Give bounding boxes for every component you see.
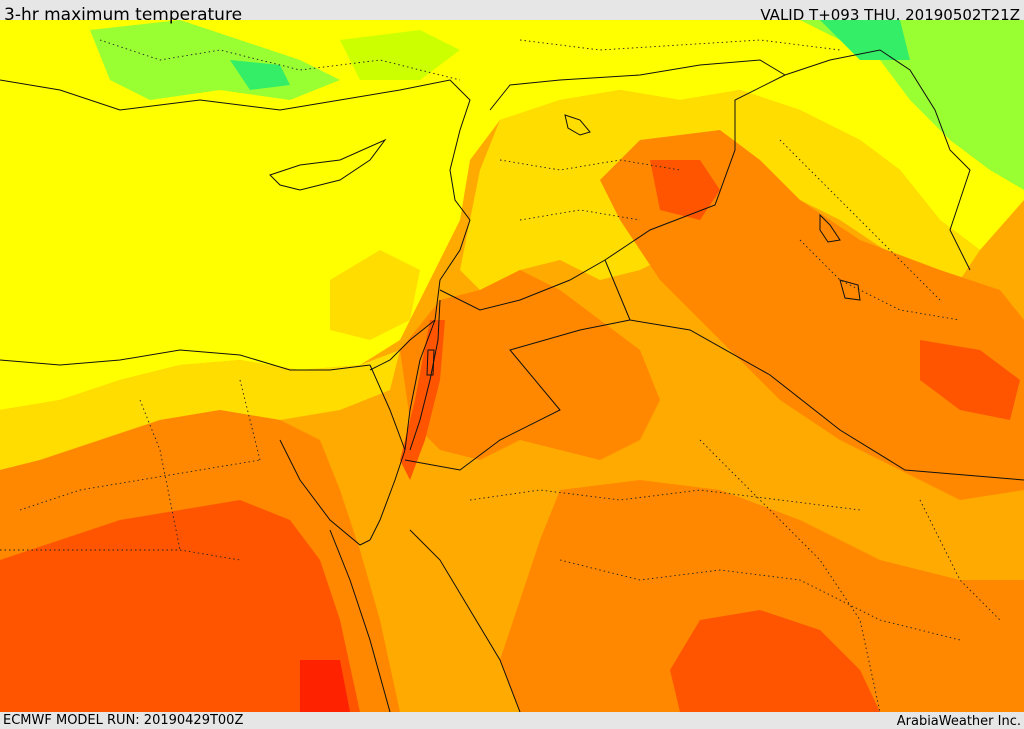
coastline-cyprus [269, 138, 387, 191]
admin-boundary-saudi [469, 489, 861, 511]
coastline-egypt [0, 349, 371, 371]
admin-boundary-egypt-3 [239, 379, 261, 461]
model-run-label: ECMWF MODEL RUN: 20190429T00Z [3, 713, 244, 728]
temperature-zone-dark-orange-east [600, 130, 1024, 500]
coastline-red-sea-east [409, 529, 521, 712]
border-jordan-saudi [404, 319, 631, 471]
border-jordan-river [409, 299, 441, 451]
admin-boundary-saudi-2 [559, 559, 961, 641]
admin-boundary-iraq-2 [799, 239, 961, 321]
lake-assad [564, 114, 591, 136]
border-jordan-iraq [604, 259, 631, 321]
border-syria-turkey [489, 59, 786, 111]
lake-habbaniyah [839, 279, 861, 301]
border-saudi-iraq [629, 319, 1024, 481]
lake-tharthar [819, 213, 841, 243]
border-sinai [369, 364, 406, 451]
footer-bar [0, 712, 1024, 729]
border-syria-jordan [439, 259, 606, 311]
temperature-zone-red-orange-syria [650, 160, 720, 220]
credit-label: ArabiaWeather Inc. [896, 714, 1021, 729]
admin-boundary-saudi-4 [919, 499, 1001, 621]
admin-boundaries [0, 39, 1001, 712]
admin-boundary-iraq [779, 139, 941, 301]
boundaries [0, 49, 1024, 712]
temperature-zone-green-caucasus [800, 20, 1024, 190]
water-features [426, 114, 861, 376]
header-bar [0, 0, 1024, 20]
coastline-gulf-suez [279, 439, 371, 546]
temperature-zone-red-orange-iraq [920, 340, 1020, 420]
map-canvas [0, 20, 1024, 712]
border-iraq-iran [784, 49, 971, 271]
temperature-zone-green-caucasus-cool [820, 20, 910, 60]
coastline-turkey [0, 79, 471, 221]
temperature-zone-red-orange-egypt [0, 500, 360, 712]
temperature-zone-yellow [0, 20, 1024, 410]
temperature-zone-dark-orange-arabia [500, 480, 1024, 712]
temperature-zone-green-turkey-east [230, 60, 290, 90]
admin-boundary-syria [499, 159, 681, 171]
border-israel-west [404, 319, 436, 451]
coastline-gulf-aqaba [369, 449, 406, 541]
temperature-zone-green-north-central [340, 30, 460, 80]
border-syria-iraq [604, 74, 786, 261]
map-title: 3-hr maximum temperature [4, 5, 243, 25]
coastline-red-sea [329, 529, 391, 712]
admin-boundary-saudi-3 [699, 439, 881, 712]
temperature-zone-red-orange-arabia [670, 610, 880, 712]
temperature-zone-red-south [300, 660, 350, 712]
temperature-zone-gold-west [330, 250, 420, 340]
valid-time-label: VALID T+093 THU. 20190502T21Z [760, 6, 1020, 24]
temperature-zone-dark-orange-levant [400, 270, 660, 460]
temperature-map [0, 20, 1024, 712]
dead-sea [426, 349, 435, 376]
